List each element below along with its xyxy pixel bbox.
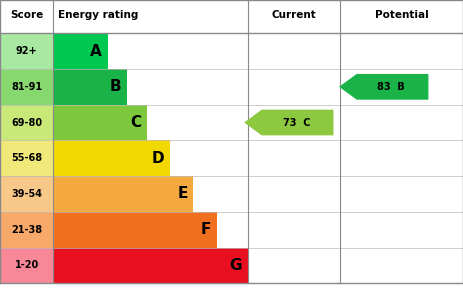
Bar (0, 247, 53, 283)
Text: E: E (177, 186, 188, 201)
Bar (0, 33, 53, 69)
Text: 55-68: 55-68 (11, 153, 42, 163)
Bar (53, 140, 170, 176)
Text: 81-91: 81-91 (11, 82, 42, 92)
Text: A: A (90, 44, 102, 59)
Text: F: F (200, 222, 211, 237)
Text: 1-20: 1-20 (14, 260, 39, 271)
Text: 73  C: 73 C (282, 118, 310, 127)
Text: G: G (230, 258, 242, 273)
Text: C: C (130, 115, 141, 130)
Bar (53, 33, 108, 69)
Bar (53, 105, 147, 140)
Text: 39-54: 39-54 (11, 189, 42, 199)
Text: Potential: Potential (375, 10, 429, 20)
Bar (0, 140, 53, 176)
Text: B: B (110, 79, 122, 94)
Bar (0, 69, 53, 105)
Bar (53, 69, 127, 105)
Bar (0, 176, 53, 212)
Text: Current: Current (272, 10, 316, 20)
Text: 69-80: 69-80 (11, 118, 42, 127)
Text: Energy rating: Energy rating (58, 10, 138, 20)
Bar (53, 176, 193, 212)
Bar (53, 247, 248, 283)
Text: D: D (152, 151, 164, 166)
Text: 83  B: 83 B (377, 82, 405, 92)
Bar (53, 212, 217, 247)
Text: 92+: 92+ (16, 46, 38, 56)
Text: 21-38: 21-38 (11, 225, 42, 235)
Polygon shape (244, 110, 333, 135)
Bar (0, 212, 53, 247)
Polygon shape (339, 74, 428, 100)
Bar (0, 105, 53, 140)
Text: Score: Score (10, 10, 43, 20)
